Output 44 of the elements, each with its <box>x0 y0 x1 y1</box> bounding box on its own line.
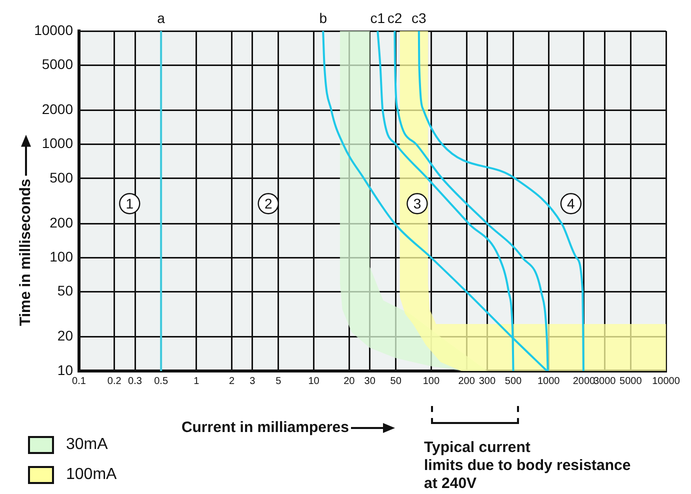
series-label: b <box>319 10 328 26</box>
x-tick-label: 100 <box>422 376 440 387</box>
annotation: 3 <box>413 195 422 212</box>
x-tick-label: 500 <box>504 376 522 387</box>
x-tick-label: 3000 <box>593 376 616 387</box>
series-label: a <box>157 10 166 26</box>
x-tick-label: 300 <box>478 376 496 387</box>
y-tick-label: 1000 <box>42 135 74 152</box>
x-tick-label: 0.2 <box>107 376 122 387</box>
y-tick-label: 5000 <box>42 56 74 72</box>
x-tick-label: 0.1 <box>72 376 86 387</box>
annotation: 1 <box>126 195 134 212</box>
y-axis-title: Time in milliseconds <box>17 178 34 326</box>
x-tick-label: 3 <box>250 376 256 387</box>
text: Typical current limits due to body resistance at 240V <box>424 439 631 492</box>
x-tick-label: 0.3 <box>128 376 142 387</box>
y-tick-label: 500 <box>50 169 74 186</box>
y-tick-label: 10000 <box>34 22 74 38</box>
annotation: 4 <box>567 195 576 212</box>
y-tick-label: 200 <box>50 214 74 230</box>
y-tick-label: 50 <box>57 282 74 299</box>
x-tick-label: 2000 <box>572 376 596 387</box>
x-tick-label: 5000 <box>620 376 642 387</box>
series-label: c2 <box>387 10 402 26</box>
x-tick-label: 200 <box>458 376 476 387</box>
x-tick-label: 5 <box>276 376 282 387</box>
y-tick-label: 2000 <box>42 101 74 118</box>
x-axis-title: Current in milliamperes <box>181 419 349 436</box>
legend-label: 100mA <box>66 466 117 484</box>
x-tick-label: 0.5 <box>154 376 168 387</box>
x-tick-label: 50 <box>390 376 402 387</box>
x-tick-label: 10 <box>308 376 320 387</box>
x-tick-label: 1000 <box>537 376 560 387</box>
annotation: 2 <box>264 195 272 212</box>
x-tick-label: 1 <box>194 376 200 387</box>
y-tick-label: 20 <box>57 328 74 344</box>
x-tick-label: 30 <box>364 376 376 387</box>
x-tick-label: 20 <box>344 376 356 387</box>
legend-label: 30mA <box>66 436 108 454</box>
x-tick-label: 2 <box>228 376 235 387</box>
x-tick-label: 10000 <box>652 376 680 387</box>
series-label: c1 <box>370 10 386 26</box>
series-label: c3 <box>412 10 427 26</box>
y-tick-label: 100 <box>50 248 74 265</box>
